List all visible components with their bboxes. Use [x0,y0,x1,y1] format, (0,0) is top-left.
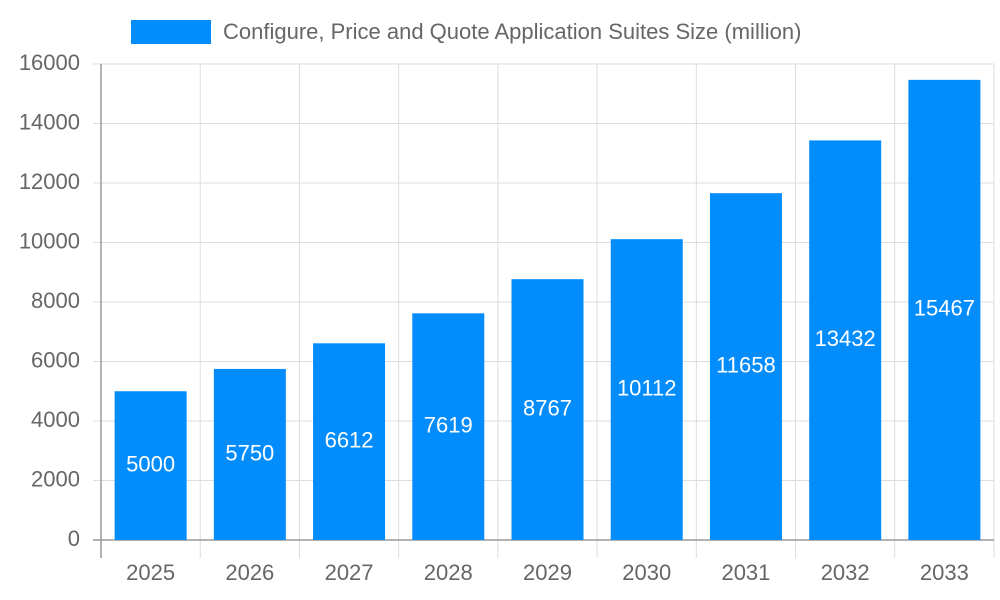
bar [709,193,782,540]
x-tick-label: 2025 [126,560,175,585]
data-label: 6612 [325,427,374,452]
x-tick-label: 2027 [325,560,374,585]
data-label: 7619 [424,412,473,437]
bar [412,313,485,540]
y-tick-label: 0 [68,526,80,551]
bar [114,391,187,540]
y-tick-label: 6000 [31,347,80,372]
y-tick-label: 14000 [19,109,80,134]
legend-label: Configure, Price and Quote Application S… [223,19,801,44]
data-label: 8767 [523,395,572,420]
x-tick-label: 2033 [920,560,969,585]
x-tick-label: 2029 [523,560,572,585]
bar [511,279,584,540]
y-tick-label: 12000 [19,169,80,194]
y-tick-label: 16000 [19,50,80,75]
x-tick-label: 2030 [622,560,671,585]
bar [610,239,683,540]
x-tick-label: 2032 [821,560,870,585]
bar [809,140,882,540]
data-label: 10112 [617,375,677,400]
y-tick-label: 2000 [31,466,80,491]
y-tick-label: 4000 [31,407,80,432]
y-tick-label: 10000 [19,228,80,253]
data-label: 11658 [716,352,776,377]
x-tick-label: 2031 [721,560,770,585]
x-tick-label: 2028 [424,560,473,585]
x-tick-label: 2026 [225,560,274,585]
y-tick-label: 8000 [31,288,80,313]
data-label: 13432 [815,326,876,351]
data-label: 5750 [225,440,274,465]
bar [213,368,286,540]
data-label: 5000 [126,451,175,476]
legend-swatch [131,20,211,44]
bar [313,343,386,540]
bar [908,79,981,540]
data-label: 15467 [914,296,975,321]
